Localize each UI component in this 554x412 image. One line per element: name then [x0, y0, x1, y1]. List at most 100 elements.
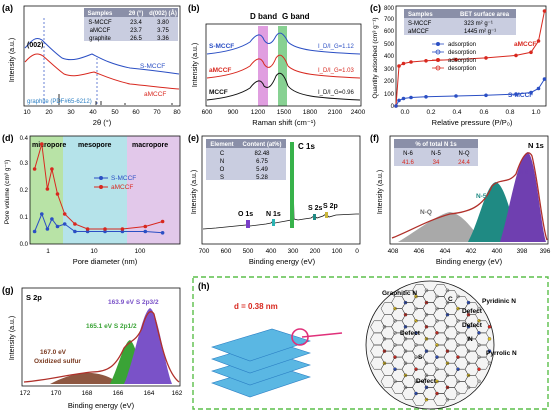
data-point	[50, 217, 54, 221]
series-line	[34, 212, 163, 234]
s2s-peak-bar	[313, 214, 316, 220]
table-cell: 3.36	[157, 36, 169, 42]
nq-component	[398, 212, 483, 242]
panel-f-n1s: (f) N 1s Intensity (a.u.) Binding energy…	[370, 133, 551, 266]
x-tick-label: 40	[89, 109, 97, 116]
peak-label-n1s: N 1s	[266, 211, 281, 218]
x-tick-label: 0	[355, 248, 359, 255]
table-cell: S	[220, 175, 224, 181]
label-pyridinic-n: Pyridinic N	[482, 298, 516, 305]
panel-label-g: (g)	[2, 285, 14, 295]
legend-label: adsorption	[448, 58, 476, 64]
table-cell: 1445 m² g⁻¹	[464, 29, 496, 35]
label-defect: Defect	[462, 322, 483, 329]
peak-label-s2p: S 2p	[323, 203, 338, 210]
x-tick-labels: 10 20 30 40 50 60 70 80	[23, 109, 181, 116]
data-point	[424, 95, 428, 99]
x-tick-label: 0.4	[452, 109, 461, 116]
x-axis-label: Binding energy (eV)	[68, 401, 135, 410]
element-content-table: Element Content (at%) C 82.48 N 6.75 O 5…	[206, 139, 286, 181]
table-header: N-6	[403, 151, 413, 157]
data-point	[32, 229, 37, 234]
component-label-n6: N-6	[518, 169, 529, 176]
s2p-peak-bar	[325, 212, 328, 218]
lattice-atom	[477, 367, 481, 371]
data-point	[536, 86, 541, 91]
c1s-peak-bar	[290, 142, 294, 228]
y-tick-label: 300	[384, 67, 395, 73]
x-axis-label: Relative pressure (P/P₀)	[432, 118, 513, 127]
x-tick-label: 162	[172, 390, 183, 397]
x-tick-label: 60	[132, 109, 140, 116]
lattice-atom	[487, 325, 492, 329]
data-point	[397, 64, 401, 68]
y-tick-label: 100	[384, 92, 395, 98]
label-defect: Defect	[416, 378, 437, 385]
data-point	[143, 229, 148, 234]
plot-frame	[21, 287, 181, 387]
table-header: Element	[210, 142, 233, 148]
y-axis-label: Intensity (a.u.)	[377, 170, 384, 214]
data-point	[424, 59, 428, 63]
table-cell: 23.4	[130, 20, 142, 26]
panel-c-bet: (c) Quantity adsorbed (cm³ g⁻¹) Relative…	[370, 3, 547, 127]
table-header: N-Q	[459, 151, 470, 157]
table-cell: 5.28	[256, 175, 268, 181]
d-band-label: D band	[250, 12, 277, 21]
y-tick-label: 400	[384, 54, 395, 60]
data-point	[62, 222, 67, 226]
y-tick-label: 0.1	[20, 215, 29, 221]
g-band-highlight	[278, 26, 287, 106]
table-cell: 41.6	[402, 160, 414, 166]
x-tick-label: 10	[90, 248, 98, 255]
panel-label-b: (b)	[188, 3, 200, 13]
x-tick-label: 600	[202, 109, 213, 116]
x-tick-label: 170	[51, 390, 62, 397]
region-label-micropore: micropore	[32, 142, 66, 149]
legend: adsorption desorption adsorption desorpt…	[432, 42, 476, 72]
label-nitrogen: N	[468, 336, 473, 343]
label-defect: Defect	[400, 330, 421, 337]
x-tick-label: 0.6	[479, 109, 488, 116]
x-axis-label: Binding energy (eV)	[249, 257, 316, 266]
table-cell: 82.48	[254, 151, 270, 157]
x-axis-label: Binding energy (eV)	[436, 257, 503, 266]
table-header: BET surface area	[460, 12, 510, 18]
table-cell: graphite	[89, 36, 111, 42]
legend-label-amccf: aMCCF	[144, 91, 166, 98]
data-point	[32, 167, 37, 171]
peak-annotation-167ev: 167.0 eV	[40, 349, 67, 356]
y-axis-label: Quantity adsorbed (cm³ g⁻¹)	[372, 17, 379, 98]
y-tick-label: 0.0	[20, 242, 29, 248]
magnify-ring	[291, 328, 309, 346]
data-point	[45, 187, 50, 191]
y-tick-labels: 0.0 0.1 0.2 0.3 0.4	[20, 136, 29, 248]
g-band-label: G band	[282, 12, 310, 21]
x-tick-label: 1	[46, 248, 50, 255]
table-cell: 3.75	[157, 28, 169, 34]
peak-annotation-s2p12: 165.1 eV S 2p1/2	[86, 323, 137, 330]
peak-label-s2s: S 2s	[308, 205, 323, 212]
isotherm-plot-area	[394, 9, 547, 108]
lattice-atom	[477, 306, 481, 311]
lattice-hexagon	[464, 375, 480, 388]
panel-label-e: (e)	[188, 133, 199, 143]
stacked-carbon-sheets	[211, 328, 311, 398]
n1s-peak-bar	[272, 219, 275, 226]
legend-label: adsorption	[448, 42, 476, 48]
y-axis-label: Pore volume (cm³ g⁻¹)	[4, 160, 11, 224]
legend-label-smccf: S-MCCF	[111, 175, 136, 182]
data-point	[484, 56, 488, 60]
x-tick-label: 400	[266, 248, 277, 255]
y-tick-label: 0.4	[20, 136, 29, 142]
peak-annotation-s2p32: 163.9 eV S 2p3/2	[108, 299, 159, 306]
x-tick-label: 400	[492, 248, 503, 255]
data-point	[401, 96, 406, 101]
data-point	[40, 212, 44, 216]
y-tick-label: 800	[384, 6, 395, 12]
pore-plot-area	[32, 142, 165, 235]
data-point	[542, 9, 547, 13]
series-line	[34, 143, 163, 230]
series-line-mccf	[206, 72, 361, 101]
table-header: N-5	[431, 151, 441, 157]
